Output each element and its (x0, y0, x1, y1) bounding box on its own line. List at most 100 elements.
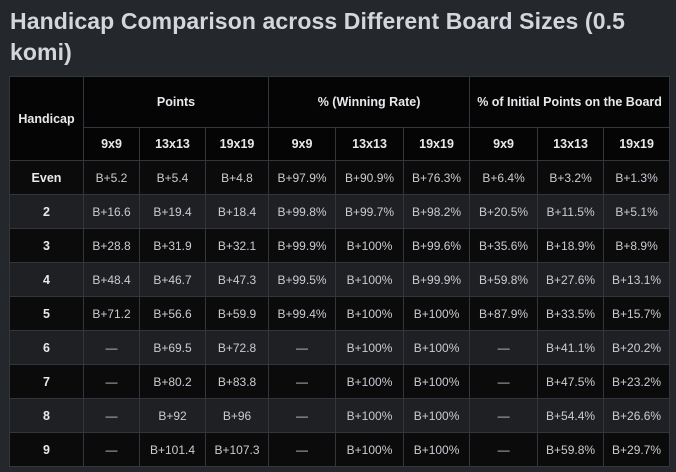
table-cell: B+97.9% (268, 160, 337, 195)
table-cell: — (268, 364, 337, 399)
table-body: Even B+5.2 B+5.4 B+4.8 B+97.9% B+90.9% B+76.3%… (9, 160, 671, 467)
table-cell: B+3.2% (537, 160, 605, 195)
table-cell: B+15.7% (603, 296, 671, 331)
table-cell: B+100% (335, 398, 405, 433)
table-cell: B+6.4% (469, 160, 539, 195)
table-cell: — (469, 364, 539, 399)
table-cell: B+90.9% (335, 160, 405, 195)
table-cell: B+59.9 (204, 296, 270, 331)
table-cell: B+76.3% (403, 160, 471, 195)
table-cell: B+100% (403, 364, 471, 399)
table-cell: — (83, 398, 140, 433)
table-cell: B+28.8 (83, 228, 140, 263)
table-cell: B+101.4 (139, 432, 206, 467)
table-cell: B+1.3% (603, 160, 671, 195)
table-cell: B+48.4 (83, 262, 140, 297)
table-cell: B+99.6% (403, 228, 471, 263)
size-header-19x19: 19x19 (403, 127, 471, 161)
table-cell: B+99.7% (335, 194, 405, 229)
table-cell: B+26.6% (603, 398, 671, 433)
table-cell: B+100% (335, 330, 405, 365)
header-row-sizes: 9x9 13x13 19x19 9x9 13x13 19x19 9x9 13x1… (10, 127, 671, 161)
group-header-initial-points: % of Initial Points on the Board (469, 76, 671, 128)
table-cell: B+100% (335, 262, 405, 297)
handicap-label: 9 (9, 432, 84, 467)
handicap-label: 7 (9, 364, 84, 399)
table-cell: B+87.9% (469, 296, 539, 331)
table-cell: B+5.1% (603, 194, 671, 229)
table-cell: B+11.5% (537, 194, 605, 229)
table-row: 9— B+101.4 B+107.3— B+100% B+100% — B+59.8% B+2… (9, 432, 671, 467)
table-cell: B+98.2% (403, 194, 471, 229)
size-header-19x19: 19x19 (204, 127, 270, 161)
table-cell: B+99.5% (268, 262, 337, 297)
table-cell: B+13.1% (603, 262, 671, 297)
table-cell: — (83, 364, 140, 399)
table-cell: B+27.6% (537, 262, 605, 297)
table-cell: B+71.2 (83, 296, 140, 331)
table-cell: B+99.8% (268, 194, 337, 229)
table-row: 2 B+16.6 B+19.4 B+18.4 B+99.8% B+99.7% B+98.2%… (9, 194, 671, 229)
table-header: Handicap Points % (Winning Rate) % of In… (9, 76, 671, 161)
table-cell: B+33.5% (537, 296, 605, 331)
table-cell: B+18.4 (204, 194, 270, 229)
handicap-label: 5 (9, 296, 84, 331)
size-header-9x9: 9x9 (83, 127, 140, 161)
table-cell: B+29.7% (603, 432, 671, 467)
group-header-winning-rate: % (Winning Rate) (268, 76, 471, 128)
table-cell: B+99.4% (268, 296, 337, 331)
handicap-label: 4 (9, 262, 84, 297)
table-cell: B+32.1 (204, 228, 270, 263)
handicap-label: 3 (9, 228, 84, 263)
table-row: 5 B+71.2 B+56.6 B+59.9 B+99.4% B+100% B+100% B+… (9, 296, 671, 331)
table-cell: B+100% (403, 432, 471, 467)
table-row: 4 B+48.4 B+46.7 B+47.3 B+99.5% B+100% B+99.9% B… (9, 262, 671, 297)
table-cell: B+100% (403, 296, 471, 331)
table-cell: — (83, 330, 140, 365)
size-header-19x19: 19x19 (603, 127, 671, 161)
table-cell: B+107.3 (204, 432, 270, 467)
table-row: 6— B+69.5 B+72.8— B+100% B+100% — B+41.1% B+20.… (9, 330, 671, 365)
table-cell: B+31.9 (139, 228, 206, 263)
size-header-9x9: 9x9 (469, 127, 539, 161)
table-cell: — (268, 330, 337, 365)
table-cell: B+35.6% (469, 228, 539, 263)
table-cell: B+100% (335, 432, 405, 467)
table-cell: B+100% (335, 364, 405, 399)
table-cell: B+4.8 (204, 160, 270, 195)
size-header-13x13: 13x13 (139, 127, 206, 161)
table-row: Even B+5.2 B+5.4 B+4.8 B+97.9% B+90.9% B+76.3%… (9, 160, 671, 195)
table-cell: B+46.7 (139, 262, 206, 297)
table-cell: B+59.8% (537, 432, 605, 467)
table-cell: B+20.2% (603, 330, 671, 365)
table-cell: B+47.5% (537, 364, 605, 399)
table-cell: B+56.6 (139, 296, 206, 331)
table-cell: B+8.9% (603, 228, 671, 263)
table-cell: — (268, 432, 337, 467)
table-cell: — (469, 398, 539, 433)
handicap-label: 6 (9, 330, 84, 365)
table-cell: — (83, 432, 140, 467)
handicap-column-header: Handicap (9, 76, 84, 161)
handicap-comparison-table: Handicap Points % (Winning Rate) % of In… (9, 76, 671, 467)
handicap-label: Even (9, 160, 84, 195)
table-cell: B+100% (335, 228, 405, 263)
table-cell: B+41.1% (537, 330, 605, 365)
table-row: 3 B+28.8 B+31.9 B+32.1 B+99.9% B+100% B+99.6% B… (9, 228, 671, 263)
table-cell: B+72.8 (204, 330, 270, 365)
table-row: 8— B+92 B+96— B+100% B+100% — B+54.4% B+26.6% (9, 398, 671, 433)
table-cell: B+83.8 (204, 364, 270, 399)
table-cell: B+59.8% (469, 262, 539, 297)
header-row-groups: Handicap Points % (Winning Rate) % of In… (9, 76, 671, 161)
table-cell: B+19.4 (139, 194, 206, 229)
page-title: Handicap Comparison across Different Boa… (10, 8, 625, 65)
table-cell: B+92 (139, 398, 206, 433)
table-cell: B+20.5% (469, 194, 539, 229)
table-cell: B+100% (403, 398, 471, 433)
table-cell: B+96 (204, 398, 270, 433)
table-cell: B+54.4% (537, 398, 605, 433)
size-header-13x13: 13x13 (335, 127, 405, 161)
handicap-label: 8 (9, 398, 84, 433)
table-cell: — (469, 330, 539, 365)
table-cell: B+5.2 (83, 160, 140, 195)
